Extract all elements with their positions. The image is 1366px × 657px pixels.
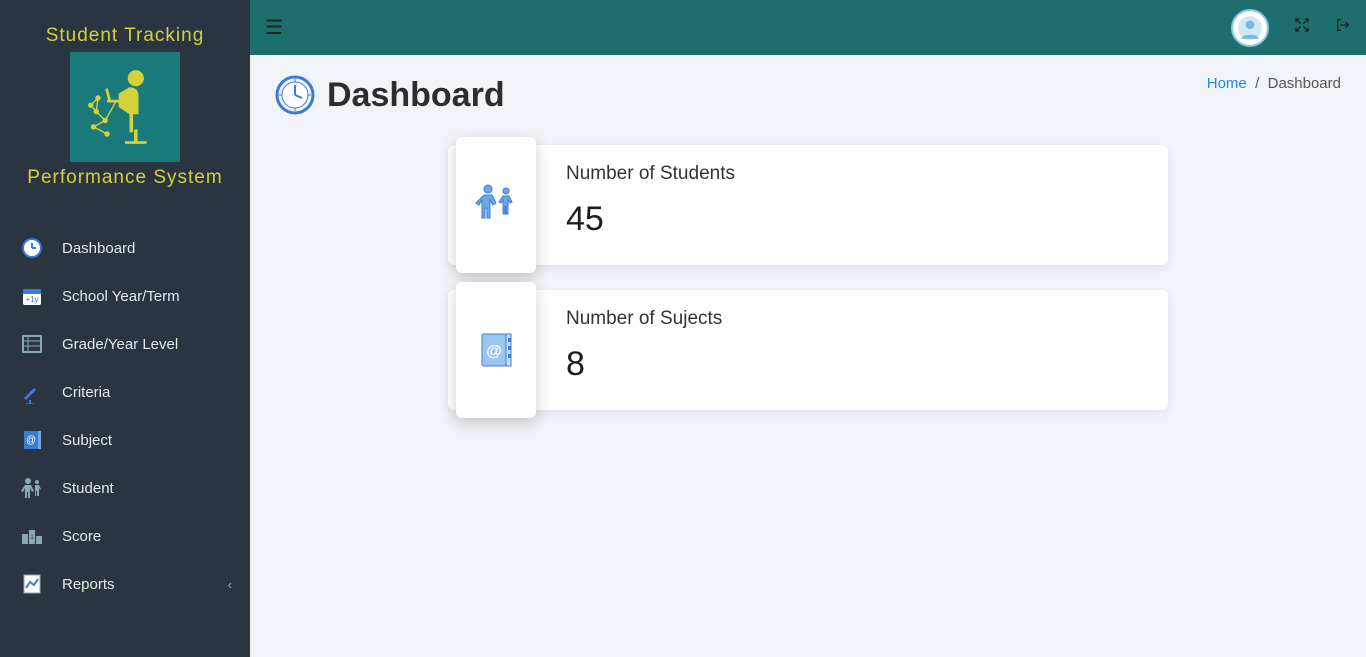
brand-logo [70, 52, 180, 162]
logout-icon[interactable] [1335, 17, 1351, 38]
card-body: Number of Students 45 [556, 145, 1168, 265]
svg-text:@: @ [486, 343, 502, 360]
card-students: Number of Students 45 [448, 145, 1168, 265]
card-value: 45 [566, 200, 1158, 239]
clock-icon [20, 236, 44, 260]
sidebar-item-dashboard[interactable]: Dashboard [0, 224, 250, 272]
card-label: Number of Students [566, 163, 1158, 185]
topbar: ☰ [250, 0, 1366, 55]
svg-text:+1y: +1y [25, 295, 38, 304]
sidebar-item-gradelevel[interactable]: Grade/Year Level [0, 320, 250, 368]
sidebar: Student Tracking [0, 0, 250, 657]
card-value: 8 [566, 345, 1158, 384]
brand-line2: Performance System [10, 167, 240, 189]
card-body: Number of Sujects 8 [556, 290, 1168, 410]
stat-cards: Number of Students 45 @ Number [448, 145, 1168, 410]
breadcrumb: Home / Dashboard [1207, 75, 1341, 92]
logo-icon [80, 62, 170, 152]
brand-line1: Student Tracking [10, 25, 240, 47]
fullscreen-icon[interactable] [1294, 17, 1310, 38]
pencil-icon [20, 380, 44, 404]
brand-block: Student Tracking [0, 0, 250, 209]
chevron-left-icon: ‹ [228, 577, 232, 592]
menu-toggle-icon[interactable]: ☰ [265, 15, 283, 40]
book-icon: @ [20, 428, 44, 452]
calendar-icon: +1y [20, 284, 44, 308]
svg-text:@: @ [26, 435, 36, 446]
sidebar-item-subject[interactable]: @ Subject [0, 416, 250, 464]
sidebar-item-student[interactable]: Student [0, 464, 250, 512]
main-area: ☰ Home / Dashboard Dashboard [250, 0, 1366, 657]
sidebar-item-schoolyear[interactable]: +1y School Year/Term [0, 272, 250, 320]
clock-icon [275, 75, 315, 115]
page-title-row: Dashboard [275, 75, 1341, 115]
avatar[interactable] [1231, 9, 1269, 47]
sidebar-nav: Dashboard +1y School Year/Term Grade/Yea… [0, 224, 250, 608]
breadcrumb-home[interactable]: Home [1207, 75, 1247, 92]
sidebar-item-score[interactable]: 1 Score [0, 512, 250, 560]
sidebar-item-label: Score [62, 528, 101, 545]
sidebar-item-label: Subject [62, 432, 112, 449]
people-icon [20, 476, 44, 500]
sidebar-item-criteria[interactable]: Criteria [0, 368, 250, 416]
chart-icon [20, 572, 44, 596]
sidebar-item-label: Dashboard [62, 240, 135, 257]
breadcrumb-sep: / [1255, 75, 1259, 92]
walking-people-icon [472, 181, 520, 229]
sidebar-item-reports[interactable]: Reports ‹ [0, 560, 250, 608]
address-book-icon: @ [472, 326, 520, 374]
breadcrumb-current: Dashboard [1268, 75, 1341, 92]
card-label: Number of Sujects [566, 308, 1158, 330]
list-icon [20, 332, 44, 356]
user-icon [1237, 15, 1263, 41]
sidebar-item-label: Grade/Year Level [62, 336, 178, 353]
topbar-right [1231, 9, 1351, 47]
page-title: Dashboard [327, 76, 505, 115]
sidebar-item-label: Criteria [62, 384, 110, 401]
card-icon-box [456, 137, 536, 273]
card-icon-box: @ [456, 282, 536, 418]
sidebar-item-label: Student [62, 480, 114, 497]
content: Home / Dashboard Dashboard [250, 55, 1366, 657]
sidebar-item-label: School Year/Term [62, 288, 180, 305]
card-subjects: @ Number of Sujects 8 [448, 290, 1168, 410]
sidebar-item-label: Reports [62, 576, 115, 593]
podium-icon: 1 [20, 524, 44, 548]
